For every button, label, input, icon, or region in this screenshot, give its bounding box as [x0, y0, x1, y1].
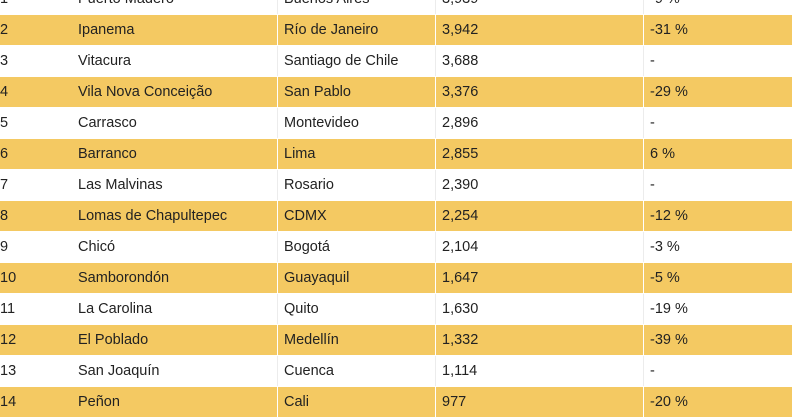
variation-cell: -12 %	[643, 201, 792, 231]
city-cell: Buenos Aires	[277, 0, 435, 14]
rank-cell: 12	[0, 332, 17, 348]
neighborhood-cell: Las Malvinas	[78, 177, 163, 193]
table-row: 11 La Carolina Quito 1,630 -19 %	[0, 294, 792, 325]
neighborhood-cell: El Poblado	[78, 332, 149, 348]
price-cell: 2,254	[435, 201, 643, 231]
neighborhood-cell: San Joaquín	[78, 363, 160, 379]
price-cell: 2,390	[435, 170, 643, 200]
table-row: 5 Carrasco Montevideo 2,896-	[0, 108, 792, 139]
variation-cell: -19 %	[643, 294, 792, 324]
neighborhood-cell: Peñon	[78, 394, 120, 410]
rank-cell: 5	[0, 115, 9, 131]
table-row: 10 Samborondón Guayaquil 1,647 -5 %	[0, 263, 792, 294]
city-cell: Cali	[277, 387, 435, 417]
table-row: 6 Barranco Lima 2,855 6 %	[0, 139, 792, 170]
rank-cell: 14	[0, 394, 17, 410]
variation-cell: -20 %	[643, 387, 792, 417]
variation-cell: -3 %	[643, 232, 792, 262]
table-row: 9 Chicó Bogotá 2,104 -3 %	[0, 232, 792, 263]
city-cell: Montevideo	[277, 108, 435, 138]
variation-cell: -	[643, 46, 792, 76]
city-cell: Medellín	[277, 325, 435, 355]
rank-cell: 11	[0, 301, 16, 317]
rank-cell: 1	[0, 0, 72, 14]
city-cell: Cuenca	[277, 356, 435, 386]
rank-cell: 8	[0, 208, 9, 224]
price-cell: 1,332	[435, 325, 643, 355]
price-cell: 1,647	[435, 263, 643, 293]
city-cell: Lima	[277, 139, 435, 169]
variation-cell: -	[643, 356, 792, 386]
rank-cell: 13	[0, 363, 17, 379]
neighborhood-cell: Carrasco	[78, 115, 137, 131]
table-row: 2 Ipanema Río de Janeiro 3,942 -31 %	[0, 15, 792, 46]
table-row: 1Puerto MaderoBuenos Aires3,939-9 %	[0, 0, 792, 15]
table-row: 14 Peñon Cali 977 -20 %	[0, 387, 792, 418]
variation-cell: -29 %	[643, 77, 792, 107]
price-cell: 2,104	[435, 232, 643, 262]
price-cell: 2,896	[435, 108, 643, 138]
variation-cell: -31 %	[643, 15, 792, 45]
price-cell: 3,942	[435, 15, 643, 45]
city-cell: Bogotá	[277, 232, 435, 262]
neighborhood-cell: Vila Nova Conceição	[78, 84, 213, 100]
variation-cell: -	[643, 170, 792, 200]
price-cell: 3,939	[435, 0, 643, 14]
neighborhood-cell: Vitacura	[78, 53, 131, 69]
variation-cell: -5 %	[643, 263, 792, 293]
rank-cell: 10	[0, 270, 17, 286]
table-row: 13 San Joaquín Cuenca 1,114-	[0, 356, 792, 387]
neighborhood-cell: Chicó	[78, 239, 116, 255]
table-row: 8 Lomas de Chapultepec CDMX 2,254 -12 %	[0, 201, 792, 232]
neighborhood-cell: Puerto Madero	[72, 0, 277, 14]
rank-cell: 3	[0, 53, 9, 69]
price-cell: 3,376	[435, 77, 643, 107]
table-row: 4 Vila Nova Conceição San Pablo 3,376 -29 %	[0, 77, 792, 108]
variation-cell: -	[643, 108, 792, 138]
table-row: 12 El Poblado Medellín 1,332 -39 %	[0, 325, 792, 356]
price-cell: 977	[435, 387, 643, 417]
neighborhood-cell: Barranco	[78, 146, 137, 162]
rank-cell: 7	[0, 177, 9, 193]
city-cell: Río de Janeiro	[277, 15, 435, 45]
rank-cell: 9	[0, 239, 9, 255]
city-cell: San Pablo	[277, 77, 435, 107]
price-cell: 3,688	[435, 46, 643, 76]
rank-cell: 4	[0, 84, 9, 100]
neighborhood-cell: Samborondón	[78, 270, 170, 286]
neighborhood-cell: La Carolina	[78, 301, 153, 317]
city-cell: Guayaquil	[277, 263, 435, 293]
neighborhood-cell: Ipanema	[78, 22, 135, 38]
table-row: 7 Las Malvinas Rosario 2,390-	[0, 170, 792, 201]
rank-cell: 6	[0, 146, 9, 162]
city-cell: Santiago de Chile	[277, 46, 435, 76]
neighborhood-cell: Lomas de Chapultepec	[78, 208, 228, 224]
price-cell: 1,114	[435, 356, 643, 386]
variation-cell: -9 %	[643, 0, 792, 14]
city-cell: Quito	[277, 294, 435, 324]
price-cell: 2,855	[435, 139, 643, 169]
table-row: 3 Vitacura Santiago de Chile 3,688-	[0, 46, 792, 77]
variation-cell: -39 %	[643, 325, 792, 355]
variation-cell: 6 %	[643, 139, 792, 169]
city-cell: Rosario	[277, 170, 435, 200]
price-cell: 1,630	[435, 294, 643, 324]
rank-cell: 2	[0, 22, 9, 38]
city-cell: CDMX	[277, 201, 435, 231]
